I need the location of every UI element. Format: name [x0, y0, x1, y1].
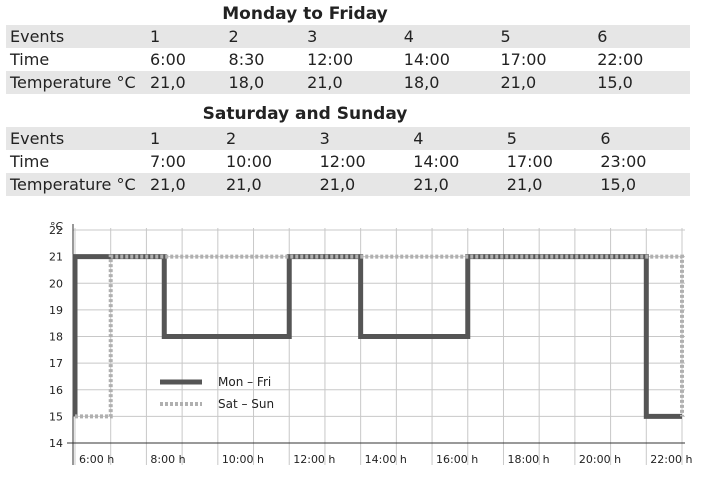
table-cell: 17:00 — [506, 152, 553, 171]
legend-label: Mon – Fri — [218, 375, 271, 389]
table-cell: 21,0 — [146, 173, 222, 196]
table-cell: 2 — [224, 25, 304, 48]
table-cell: 22:00 — [597, 50, 644, 69]
x-tick-label: 16:00 h — [436, 453, 478, 466]
row-label: Events — [6, 25, 146, 48]
table-cell: 23:00 — [600, 152, 647, 171]
table-cell: 4 — [399, 25, 497, 48]
table-cell: 10:00 — [226, 152, 273, 171]
weekday-schedule-table: Events 1 2 3 4 5 6 Time 6:00 8:30 12:00 14:00 17:00 2… — [6, 25, 690, 94]
table-cell: 5 — [496, 25, 594, 48]
y-tick-label: 19 — [49, 304, 63, 317]
y-tick-label: 15 — [49, 410, 63, 423]
table-row: Events 1 2 3 4 5 6 — [6, 25, 690, 48]
x-tick-label: 22:00 h — [650, 453, 692, 466]
legend-label: Sat – Sun — [218, 397, 274, 411]
x-tick-label: 8:00 h — [150, 453, 185, 466]
table-cell: 5 — [502, 127, 597, 150]
table-cell: 18,0 — [399, 71, 497, 94]
table-cell: 18,0 — [224, 71, 304, 94]
table-cell: 1 — [146, 25, 225, 48]
x-tick-label: 10:00 h — [222, 453, 264, 466]
row-label: Temperature °C — [6, 173, 146, 196]
table-cell: 6:00 — [150, 50, 186, 69]
table-cell: 7:00 — [150, 152, 186, 171]
table-cell: 3 — [303, 25, 400, 48]
table-cell: 12:00 — [307, 50, 354, 69]
table-cell: 2 — [222, 127, 316, 150]
y-tick-label: 16 — [49, 384, 63, 397]
temperature-chart: 14 15 16 17 18 19 20 21 22°C 6:00 h 8:00 h 10:00 h 1… — [49, 220, 692, 466]
table-cell: 17:00 — [500, 50, 547, 69]
y-tick-label: 20 — [49, 277, 63, 290]
weekend-title: Saturday and Sunday — [202, 104, 408, 124]
table-cell: 8:30 — [228, 50, 265, 69]
table-row: Events 1 2 3 4 5 6 — [6, 127, 690, 150]
table-cell: 3 — [315, 127, 410, 150]
table-cell: 21,0 — [409, 173, 503, 196]
table-row: Temperature °C 21,0 18,0 21,0 18,0 21,0 15,0 — [6, 71, 690, 94]
row-label: Events — [6, 127, 146, 150]
table-cell: 4 — [409, 127, 503, 150]
table-cell: 21,0 — [502, 173, 597, 196]
table-cell: 6 — [593, 25, 690, 48]
y-tick-label: 17 — [49, 357, 63, 370]
table-cell: 15,0 — [596, 173, 690, 196]
y-tick-label: 14 — [49, 437, 63, 450]
weekday-title: Monday to Friday — [222, 4, 388, 24]
x-tick-label: 18:00 h — [507, 453, 549, 466]
x-tick-label: 12:00 h — [293, 453, 335, 466]
x-tick-label: 6:00 h — [79, 453, 114, 466]
table-cell: 6 — [596, 127, 690, 150]
y-tick-label: 21 — [49, 251, 63, 264]
x-tick-label: 20:00 h — [579, 453, 621, 466]
table-cell: 21,0 — [315, 173, 410, 196]
row-label: Time — [10, 50, 50, 69]
y-axis-unit: °C — [50, 220, 64, 233]
table-cell: 21,0 — [222, 173, 316, 196]
table-cell: 14:00 — [413, 152, 460, 171]
table-cell: 12:00 — [319, 152, 366, 171]
table-cell: 21,0 — [146, 71, 225, 94]
row-label: Time — [10, 152, 50, 171]
row-label: Temperature °C — [6, 71, 146, 94]
table-cell: 1 — [146, 127, 222, 150]
table-cell: 15,0 — [593, 71, 690, 94]
y-tick-label: 18 — [49, 331, 63, 344]
table-cell: 21,0 — [303, 71, 400, 94]
series-line-sat-sun — [75, 254, 684, 419]
table-row: Time 7:00 10:00 12:00 14:00 17:00 23:00 — [6, 150, 690, 173]
y-tick-label: 22 — [49, 224, 63, 237]
table-row: Time 6:00 8:30 12:00 14:00 17:00 22:00 — [6, 48, 690, 71]
weekend-schedule-table: Events 1 2 3 4 5 6 Time 7:00 10:00 12:00 14:00 17:00… — [6, 127, 690, 196]
table-cell: 14:00 — [403, 50, 450, 69]
table-row: Temperature °C 21,0 21,0 21,0 21,0 21,0 15,0 — [6, 173, 690, 196]
x-tick-label: 14:00 h — [365, 453, 407, 466]
table-cell: 21,0 — [496, 71, 594, 94]
